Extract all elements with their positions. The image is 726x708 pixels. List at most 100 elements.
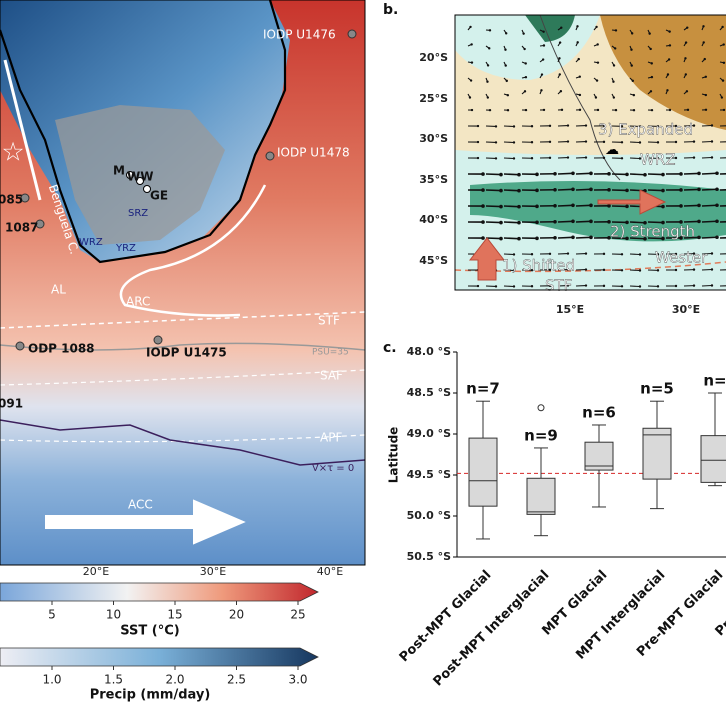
wind-vector-head — [703, 41, 705, 43]
wind-vector — [558, 189, 573, 190]
colorbar-label: Precip (mm/day) — [90, 688, 211, 703]
wind-vector-head — [625, 189, 629, 193]
wind-vector — [702, 221, 717, 222]
map-label: SAF — [320, 369, 343, 383]
wind-vector-head — [702, 25, 704, 27]
wind-vector-head — [549, 253, 551, 255]
wind-vector — [702, 237, 717, 238]
wind-vector-head — [469, 96, 471, 98]
wind-vector — [576, 237, 591, 238]
map-label: PSU=35 — [312, 348, 349, 358]
lat-tick-label: 25°S — [419, 92, 448, 105]
wind-vector-head — [585, 140, 587, 142]
wind-vector-head — [596, 43, 598, 45]
wind-vector — [504, 174, 519, 175]
wind-vector-head — [686, 90, 688, 92]
wind-vector-head — [621, 269, 623, 271]
colorbar — [0, 583, 318, 601]
wind-vector-head — [679, 188, 683, 192]
annotation: 2) Strength — [610, 223, 695, 241]
wind-vector-head — [471, 109, 473, 111]
wind-vector-head — [481, 172, 485, 176]
wind-vector-head — [639, 269, 641, 271]
n-label: n=9 — [524, 426, 558, 444]
wind-vector-head — [693, 124, 695, 126]
map-label: SRZ — [128, 208, 148, 219]
map-label: STF — [318, 314, 340, 328]
wind-vector-head — [675, 285, 677, 287]
wind-vector-head — [488, 47, 490, 49]
wind-vector-head — [571, 172, 575, 176]
wind-vector-head — [721, 96, 723, 98]
map-label: ODP 1088 — [28, 342, 95, 356]
wind-vector-head — [560, 90, 562, 92]
wind-vector-head — [684, 57, 686, 59]
wind-vector-head — [667, 73, 669, 75]
wind-vector-head — [567, 140, 569, 142]
wind-vector-head — [649, 48, 651, 50]
map-label: YRZ — [115, 243, 136, 254]
wind-vector-head — [697, 188, 701, 192]
wind-vector-head — [715, 187, 719, 191]
wind-vector-head — [603, 285, 605, 287]
colorbar-tick-label: 2.0 — [165, 673, 184, 687]
map-label: IODP U1476 — [263, 28, 336, 42]
panel-a-map: ☆ IODP U1476 IODP U1478 M WW GE SRZ WRZ … — [0, 0, 365, 578]
map-label: APF — [320, 431, 342, 445]
wind-vector-head — [633, 94, 635, 96]
wind-vector-head — [553, 188, 557, 192]
wind-vector-head — [721, 26, 723, 28]
wind-vector-head — [613, 96, 615, 98]
y-tick-label: 50.5 °S — [407, 550, 451, 563]
wind-vector-head — [543, 109, 545, 111]
wind-vector — [504, 238, 519, 239]
wind-vector-head — [668, 58, 670, 60]
wind-vector-head — [643, 173, 647, 177]
wind-vector-head — [648, 32, 650, 34]
wind-vector-head — [499, 205, 503, 209]
colorbar-tick-label: 10 — [106, 608, 121, 622]
wind-vector-head — [477, 125, 479, 127]
rain-icon: ☁ — [605, 142, 619, 158]
y-tick-label: 49.5 °S — [407, 468, 451, 481]
n-label: n=6 — [582, 403, 616, 421]
wind-vector-head — [469, 26, 471, 28]
wind-vector-head — [650, 90, 652, 92]
outlier — [538, 405, 544, 411]
wind-vector-head — [578, 58, 580, 60]
wind-vector-head — [505, 64, 507, 66]
lon-tick-label: 40°E — [317, 565, 343, 578]
panel-b-map: b. ☁ 3) Expanded WRZ 2) Strength Wester … — [383, 2, 726, 316]
wind-vector-head — [486, 81, 488, 83]
wind-vector-head — [661, 205, 665, 209]
wind-vector — [486, 174, 501, 175]
wind-vector — [558, 237, 573, 238]
wind-vector-head — [596, 79, 598, 81]
y-axis-label: Latitude — [387, 427, 401, 484]
wind-vector-head — [499, 189, 503, 193]
wind-vector-head — [567, 252, 569, 254]
wind-vector-head — [541, 73, 543, 75]
wind-vector-head — [549, 125, 551, 127]
wind-vector-head — [542, 30, 544, 32]
wind-vector-head — [522, 32, 524, 34]
wind-vector-head — [661, 189, 665, 193]
annotation: 3) Expanded — [598, 121, 693, 139]
wind-vector-head — [524, 90, 526, 92]
wind-vector-head — [531, 157, 533, 159]
wind-vector-head — [513, 125, 515, 127]
wind-vector-head — [603, 269, 605, 271]
colorbar-tick-label: 5 — [48, 608, 56, 622]
wind-vector-head — [632, 80, 634, 82]
wind-vector-head — [621, 253, 623, 255]
lon-tick-label: 15°E — [556, 303, 584, 316]
wind-vector-head — [693, 284, 695, 286]
map-label: 091 — [0, 397, 23, 411]
wind-vector-head — [639, 253, 641, 255]
wind-vector-head — [697, 172, 701, 176]
wind-vector — [630, 190, 645, 191]
lat-tick-label: 30°S — [419, 132, 448, 145]
wind-vector-head — [589, 188, 593, 192]
site-marker — [16, 342, 24, 350]
